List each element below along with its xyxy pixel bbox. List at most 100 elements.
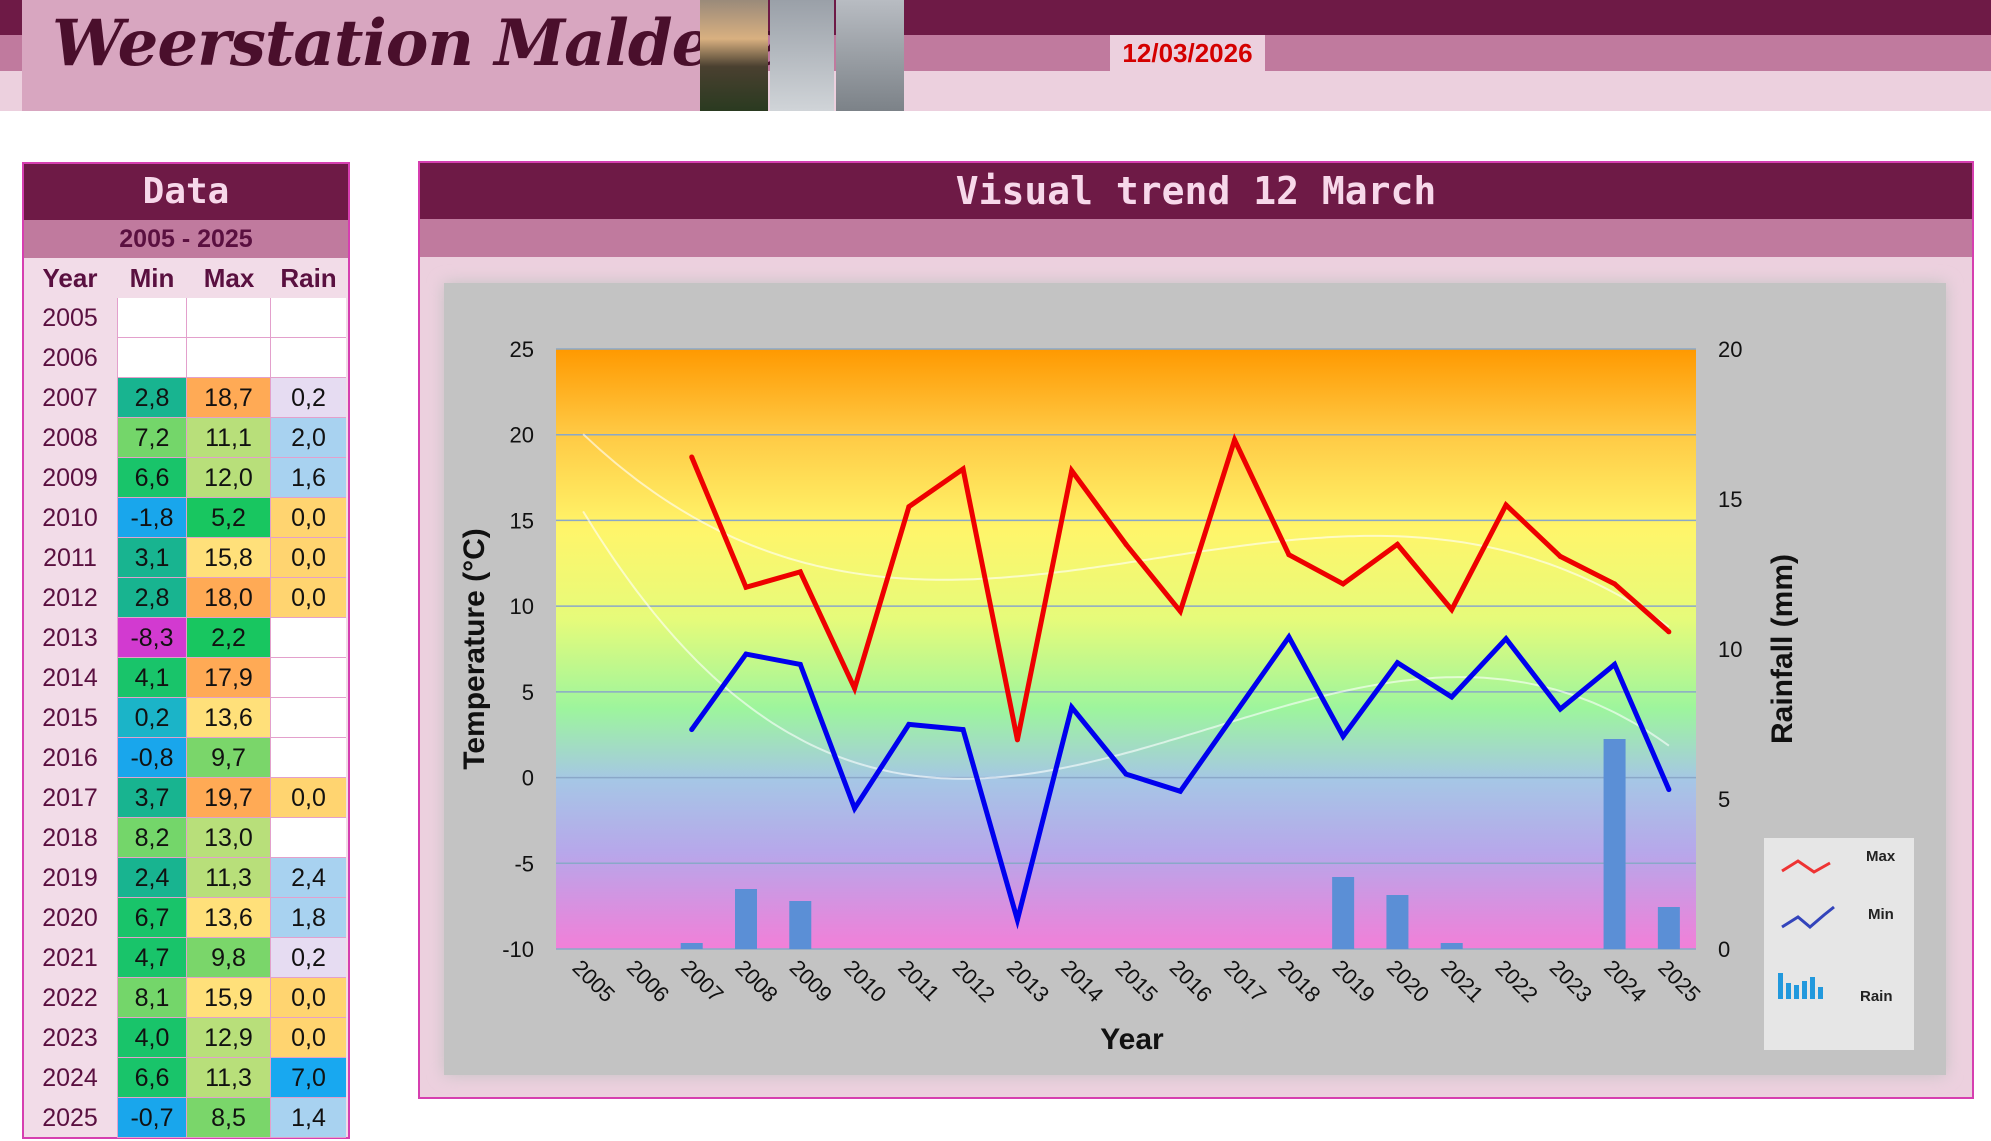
max-cell <box>187 338 271 378</box>
legend-rain-label: Rain <box>1860 988 1893 1005</box>
data-point-max <box>1232 437 1238 443</box>
landscape-photo <box>700 0 768 111</box>
rain-cell: 1,6 <box>271 458 346 498</box>
chart-panel: Visual trend 12 March 25 20 15 10 5 0 -5- <box>418 161 1974 1099</box>
year-cell: 2019 <box>42 864 98 892</box>
rain-cell <box>271 698 346 738</box>
min-cell: 6,7 <box>117 898 187 938</box>
y-tick-label: 10 <box>510 594 534 619</box>
chart-subheader <box>420 219 1972 257</box>
y-tick-label: -5 <box>514 851 534 876</box>
data-point-max <box>689 454 695 460</box>
data-point-max <box>1503 502 1509 508</box>
data-point-min <box>797 661 803 667</box>
table-row: 2008 7,2 11,1 2,0 <box>24 418 348 458</box>
max-cell: 12,9 <box>187 1018 271 1058</box>
rain-cell: 0,0 <box>271 498 346 538</box>
y-tick-label: 0 <box>522 766 534 791</box>
plot-area <box>556 349 1696 949</box>
table-row: 2018 8,2 13,0 <box>24 818 348 858</box>
rain-cell: 0,0 <box>271 578 346 618</box>
max-cell: 15,8 <box>187 538 271 578</box>
legend-min-label: Min <box>1868 906 1894 923</box>
data-point-max <box>1177 608 1183 614</box>
x-axis-title: Year <box>1100 1023 1164 1056</box>
table-row: 2015 0,2 13,6 <box>24 698 348 738</box>
rain-bar <box>1657 907 1680 949</box>
data-point-min <box>1069 704 1075 710</box>
legend-min-icon <box>1781 905 1835 929</box>
y2-tick-label: 15 <box>1718 487 1742 512</box>
y2-tick-label: 20 <box>1718 337 1742 362</box>
table-row: 2009 6,6 12,0 1,6 <box>24 458 348 498</box>
min-cell: -0,7 <box>117 1098 187 1138</box>
trend-line <box>582 433 1670 628</box>
year-cell: 2020 <box>42 904 98 932</box>
rain-cell <box>271 338 346 378</box>
table-row: 2025 -0,7 8,5 1,4 <box>24 1098 348 1138</box>
data-point-min <box>689 727 695 733</box>
rain-bar <box>789 901 812 949</box>
table-row: 2013 -8,3 2,2 <box>24 618 348 658</box>
min-cell: 4,1 <box>117 658 187 698</box>
year-cell: 2010 <box>42 504 98 532</box>
table-row: 2005 <box>24 298 348 338</box>
max-cell: 8,5 <box>187 1098 271 1138</box>
min-cell: -0,8 <box>117 738 187 778</box>
data-point-max <box>1340 581 1346 587</box>
legend: Max Min Rain <box>1764 838 1914 1050</box>
rain-cell: 1,8 <box>271 898 346 938</box>
min-cell: 8,2 <box>117 818 187 858</box>
header-year: Year <box>42 263 98 293</box>
data-point-min <box>1666 787 1672 793</box>
min-cell: 0,2 <box>117 698 187 738</box>
rain-cell: 0,0 <box>271 1018 346 1058</box>
max-cell: 11,1 <box>187 418 271 458</box>
max-cell: 11,3 <box>187 858 271 898</box>
min-cell: 3,7 <box>117 778 187 818</box>
data-point-min <box>1394 660 1400 666</box>
rain-cell: 0,0 <box>271 978 346 1018</box>
year-cell: 2015 <box>42 704 98 732</box>
rain-cell <box>271 738 346 778</box>
rain-bar <box>680 943 703 949</box>
legend-max-icon <box>1781 859 1831 874</box>
data-point-min <box>1340 733 1346 739</box>
rain-cell <box>271 298 346 338</box>
table-row: 2020 6,7 13,6 1,8 <box>24 898 348 938</box>
min-cell <box>117 338 187 378</box>
y2-tick-label: 5 <box>1718 787 1730 812</box>
data-point-min <box>906 721 912 727</box>
max-cell: 18,0 <box>187 578 271 618</box>
data-point-max <box>743 584 749 590</box>
legend-box <box>1764 838 1914 1050</box>
data-point-max <box>1286 552 1292 558</box>
table-row: 2021 4,7 9,8 0,2 <box>24 938 348 978</box>
max-cell: 13,6 <box>187 898 271 938</box>
data-point-max <box>1123 541 1129 547</box>
year-cell: 2005 <box>42 304 98 332</box>
max-cell: 15,9 <box>187 978 271 1018</box>
table-row: 2010 -1,8 5,2 0,0 <box>24 498 348 538</box>
mast-photo <box>770 0 834 111</box>
year-cell: 2023 <box>42 1024 98 1052</box>
data-point-max <box>1666 629 1672 635</box>
data-point-max <box>1069 468 1075 474</box>
min-cell: 6,6 <box>117 1058 187 1098</box>
max-cell: 17,9 <box>187 658 271 698</box>
rain-bar <box>1332 877 1355 949</box>
legend-rain-icon <box>1778 973 1823 999</box>
table-row: 2017 3,7 19,7 0,0 <box>24 778 348 818</box>
max-cell: 9,8 <box>187 938 271 978</box>
table-row: 2019 2,4 11,3 2,4 <box>24 858 348 898</box>
max-cell <box>187 298 271 338</box>
data-point-min <box>1449 694 1455 700</box>
year-cell: 2008 <box>42 424 98 452</box>
min-cell: 2,4 <box>117 858 187 898</box>
sensor-photo <box>836 0 904 111</box>
y-tick-label: 5 <box>522 680 534 705</box>
max-cell: 13,0 <box>187 818 271 858</box>
data-point-max <box>1557 553 1563 559</box>
rain-cell: 0,2 <box>271 378 346 418</box>
